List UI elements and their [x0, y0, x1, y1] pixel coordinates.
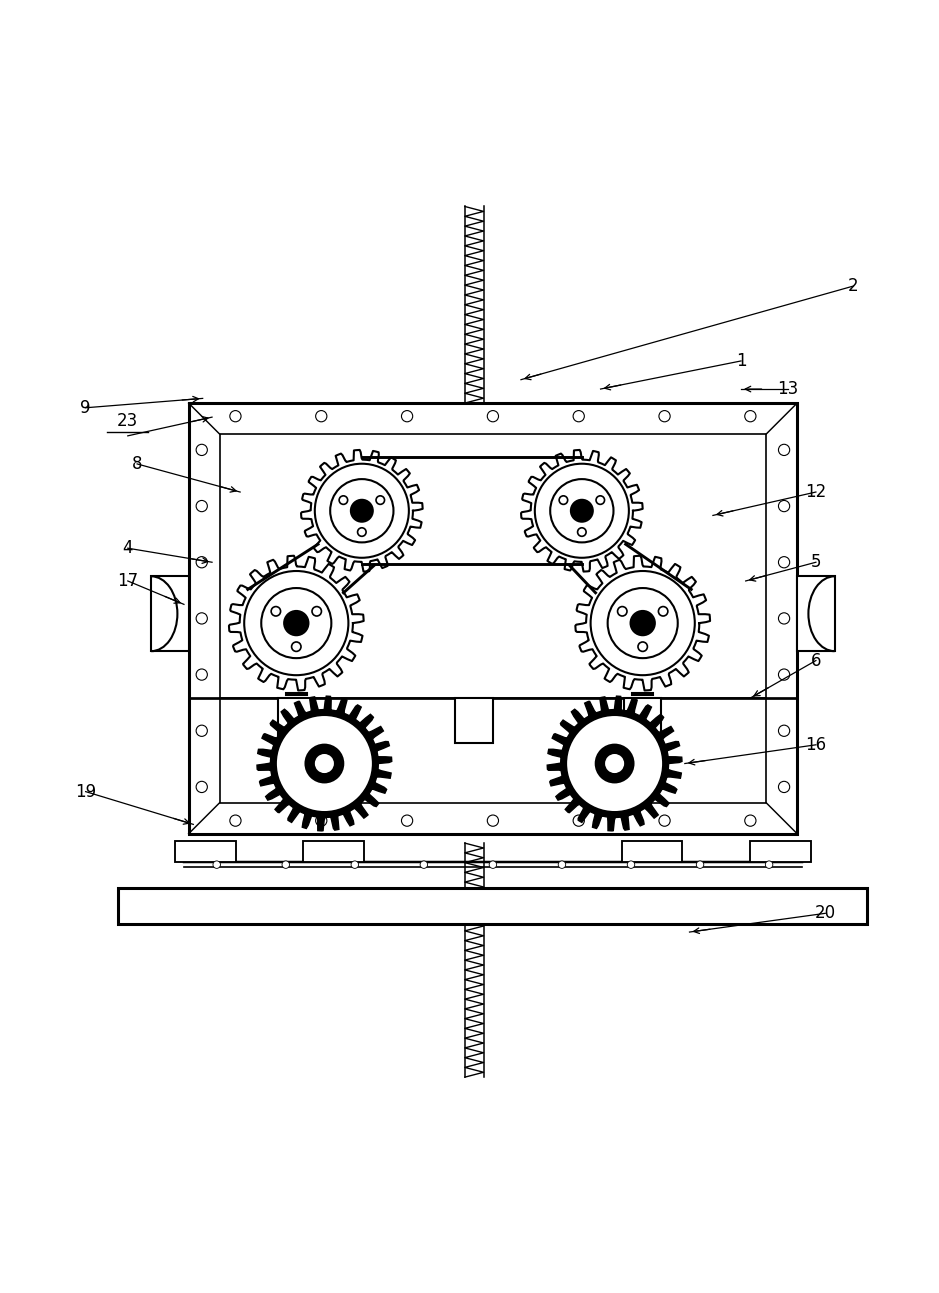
- Circle shape: [778, 500, 790, 512]
- Circle shape: [558, 861, 565, 869]
- Circle shape: [489, 861, 497, 869]
- Circle shape: [535, 464, 629, 557]
- Circle shape: [659, 411, 670, 422]
- Circle shape: [292, 641, 301, 652]
- Bar: [189, 403, 797, 834]
- Circle shape: [196, 500, 208, 512]
- Bar: [622, 842, 683, 862]
- Circle shape: [487, 411, 499, 422]
- Polygon shape: [547, 696, 682, 831]
- Circle shape: [351, 500, 373, 521]
- Circle shape: [315, 464, 408, 557]
- Circle shape: [591, 572, 695, 675]
- Circle shape: [765, 861, 773, 869]
- Circle shape: [697, 861, 704, 869]
- Circle shape: [285, 612, 308, 635]
- Bar: [750, 842, 810, 862]
- Bar: [151, 577, 189, 652]
- Circle shape: [778, 725, 790, 737]
- Circle shape: [627, 861, 635, 869]
- Text: 4: 4: [122, 539, 133, 557]
- Text: 20: 20: [815, 904, 836, 922]
- Circle shape: [566, 715, 663, 812]
- Circle shape: [196, 668, 208, 680]
- Circle shape: [316, 755, 333, 772]
- Circle shape: [312, 606, 321, 615]
- Text: 17: 17: [117, 572, 138, 590]
- Circle shape: [196, 725, 208, 737]
- Circle shape: [631, 612, 654, 635]
- Circle shape: [573, 815, 584, 826]
- Circle shape: [351, 861, 359, 869]
- Bar: [303, 842, 364, 862]
- Circle shape: [358, 528, 366, 537]
- Bar: [278, 698, 315, 743]
- Text: 23: 23: [117, 412, 138, 431]
- Text: 1: 1: [735, 352, 747, 370]
- Bar: [175, 842, 236, 862]
- Circle shape: [658, 606, 668, 615]
- Circle shape: [244, 572, 348, 675]
- Text: 9: 9: [81, 398, 91, 416]
- Bar: [455, 698, 493, 743]
- Circle shape: [638, 641, 647, 652]
- Circle shape: [487, 815, 499, 826]
- Circle shape: [230, 411, 241, 422]
- Circle shape: [595, 745, 634, 782]
- Text: 5: 5: [810, 553, 821, 572]
- Circle shape: [571, 500, 593, 521]
- Circle shape: [573, 411, 584, 422]
- Circle shape: [606, 755, 623, 772]
- Circle shape: [596, 495, 605, 504]
- Circle shape: [196, 445, 208, 455]
- Circle shape: [316, 815, 327, 826]
- Circle shape: [213, 861, 221, 869]
- Text: 2: 2: [848, 277, 858, 295]
- Circle shape: [196, 556, 208, 568]
- Bar: [624, 698, 661, 743]
- Circle shape: [778, 556, 790, 568]
- Circle shape: [196, 613, 208, 625]
- Circle shape: [577, 528, 586, 537]
- Circle shape: [778, 668, 790, 680]
- Circle shape: [402, 411, 413, 422]
- Circle shape: [282, 861, 289, 869]
- Circle shape: [276, 715, 373, 812]
- Text: 16: 16: [806, 736, 826, 754]
- Circle shape: [778, 781, 790, 793]
- Polygon shape: [257, 696, 392, 831]
- Circle shape: [271, 606, 281, 615]
- Bar: [220, 434, 766, 803]
- Circle shape: [659, 815, 670, 826]
- Text: 19: 19: [75, 782, 96, 800]
- Circle shape: [745, 411, 756, 422]
- Text: 13: 13: [777, 380, 798, 398]
- Text: 12: 12: [806, 484, 826, 500]
- Bar: [286, 693, 307, 696]
- Circle shape: [559, 495, 568, 504]
- Circle shape: [305, 745, 344, 782]
- Circle shape: [196, 781, 208, 793]
- Circle shape: [778, 613, 790, 625]
- Circle shape: [230, 815, 241, 826]
- Circle shape: [402, 815, 413, 826]
- Circle shape: [745, 815, 756, 826]
- Bar: [797, 577, 835, 652]
- Circle shape: [316, 411, 327, 422]
- Circle shape: [339, 495, 347, 504]
- Circle shape: [778, 445, 790, 455]
- Text: 6: 6: [810, 652, 821, 670]
- Bar: [632, 693, 653, 696]
- Text: 8: 8: [131, 455, 143, 473]
- Circle shape: [376, 495, 385, 504]
- Circle shape: [420, 861, 427, 869]
- Bar: [118, 888, 868, 923]
- Circle shape: [618, 606, 627, 615]
